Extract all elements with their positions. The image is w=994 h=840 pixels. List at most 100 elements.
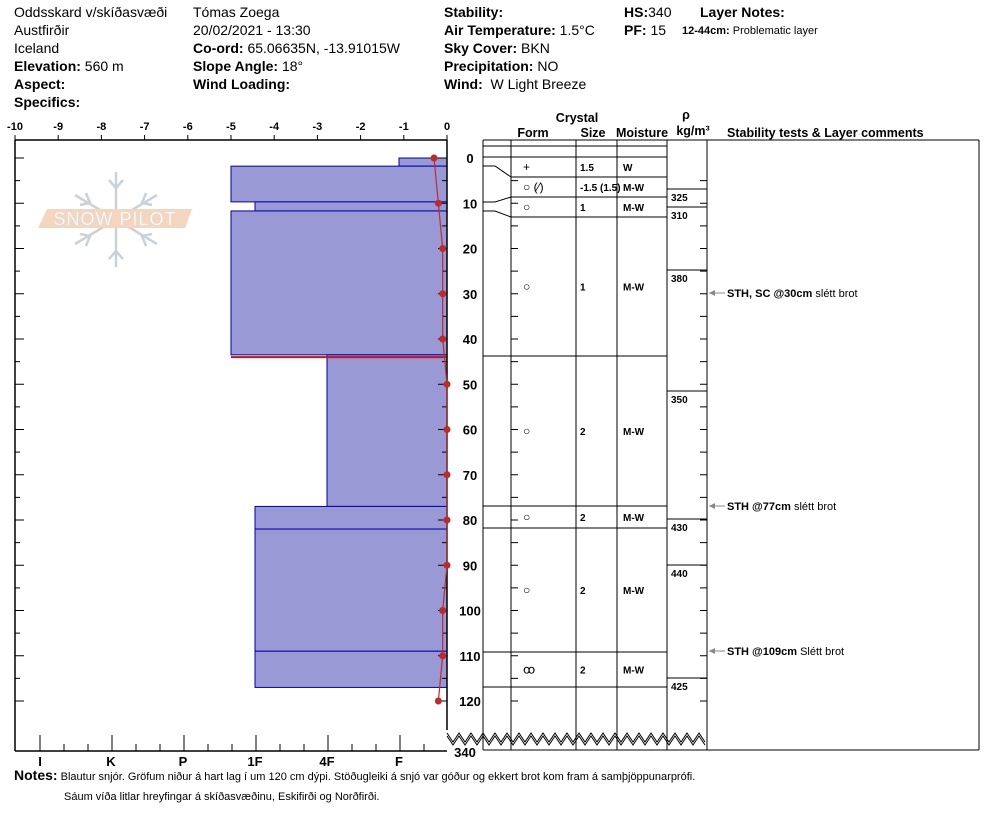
precip-value: NO xyxy=(537,58,559,74)
depth-label: 90 xyxy=(463,558,477,573)
depth-label: 80 xyxy=(463,513,477,528)
temp-tick-label: -9 xyxy=(53,121,63,133)
slope-value: 18° xyxy=(281,58,304,74)
comment-text: slétt brot xyxy=(794,501,836,513)
density-value: 310 xyxy=(671,211,688,222)
notes-line-2: Sáum víða litlar hreyfingar á skíðasvæði… xyxy=(64,791,380,803)
air-temp-value: 1.5°C xyxy=(559,22,595,38)
crystal-form: ○ xyxy=(523,424,530,438)
stability-test: STH @109cm xyxy=(727,646,800,658)
depth-break-zigzag xyxy=(446,735,706,746)
depth-label: 70 xyxy=(463,468,477,483)
moisture: M-W xyxy=(623,586,645,597)
precip-label: Precipitation: xyxy=(444,58,534,74)
comment-arrow-icon xyxy=(709,503,715,509)
density-value: 350 xyxy=(671,395,688,406)
hardness-label: 4F xyxy=(319,754,334,769)
header-size: Size xyxy=(580,126,605,140)
header-comments: Stability tests & Layer comments xyxy=(727,126,924,140)
temperature-point xyxy=(443,426,451,433)
moisture: M-W xyxy=(623,513,645,524)
country: Iceland xyxy=(14,40,60,56)
sky-value: BKN xyxy=(521,40,550,56)
depth-label: 100 xyxy=(459,604,481,619)
temperature-point xyxy=(430,154,438,162)
temp-tick-label: -10 xyxy=(7,121,23,133)
temperature-point xyxy=(443,471,451,479)
crystal-size: 2 xyxy=(580,586,586,597)
moisture: M-W xyxy=(623,427,645,438)
wind-value: W Light Breeze xyxy=(490,76,587,92)
table-headers: Crystal Form Size Moisture ρ kg/m³ Stabi… xyxy=(517,108,923,140)
comment-arrow-icon xyxy=(709,648,715,654)
comment-text: Slétt brot xyxy=(800,646,844,658)
header-form: Form xyxy=(517,126,548,140)
hardness-layer-5 xyxy=(254,505,448,530)
region: Austfirðir xyxy=(14,22,70,38)
crystal-form: ○ xyxy=(523,510,530,524)
crystal-size: 1.5 xyxy=(580,163,594,174)
crystal-form: ○ (⁄) xyxy=(523,180,544,194)
temperature-point xyxy=(434,697,442,705)
hardness-layer-2 xyxy=(254,201,448,212)
temperature-point xyxy=(443,561,451,569)
header-snow-block: HS:340 PF: 15 xyxy=(624,3,671,39)
density-value: 440 xyxy=(671,569,688,580)
moisture: M-W xyxy=(623,283,645,294)
moisture: M-W xyxy=(623,203,645,214)
hardness-layer-3 xyxy=(230,210,448,356)
hardness-layer-6 xyxy=(254,528,448,652)
depth-label: 10 xyxy=(463,196,477,211)
depth-label: 110 xyxy=(460,649,481,664)
temp-tick-label: -5 xyxy=(226,121,236,133)
location-name: Oddsskard v/skíðasvæði xyxy=(14,4,168,20)
depth-label: 120 xyxy=(459,694,481,709)
depth-label: 40 xyxy=(463,332,477,347)
stability-test: STH @77cm xyxy=(727,501,794,513)
hardness-label: 1F xyxy=(247,754,262,769)
notes-label: Notes: xyxy=(14,767,58,783)
notes: Notes: Blautur snjór. Gröfum niður á har… xyxy=(14,765,695,807)
temperature-point xyxy=(439,290,447,298)
notes-line-1: Blautur snjór. Gröfum niður á hart lag í… xyxy=(60,771,696,783)
temp-tick-label: -6 xyxy=(183,121,193,133)
stability-label: Stability: xyxy=(444,4,504,20)
moisture: W xyxy=(623,163,633,174)
layer-notes-label: Layer Notes: xyxy=(700,4,785,20)
comment-text: slétt brot xyxy=(815,288,857,300)
depth-total-label: 340 xyxy=(454,745,476,760)
temp-tick-label: -2 xyxy=(356,121,366,133)
aspect-label: Aspect: xyxy=(14,76,66,92)
density-value: 325 xyxy=(671,193,688,204)
sky-label: Sky Cover: xyxy=(444,40,518,56)
datetime: 20/02/2021 - 13:30 xyxy=(193,22,311,38)
layer-connector xyxy=(483,210,512,218)
depth-break-zigzag xyxy=(446,732,706,743)
depth-label: 0 xyxy=(466,151,473,166)
hardness-layer-0 xyxy=(398,157,448,167)
hardness-label: P xyxy=(179,754,188,769)
temperature-point xyxy=(443,380,451,388)
header-weather-block: Stability: Air Temperature: 1.5°C Sky Co… xyxy=(444,3,595,93)
temp-tick-label: -8 xyxy=(97,121,107,133)
crystal-form: ○ xyxy=(523,583,530,597)
temp-tick-label: 0 xyxy=(444,121,450,133)
logo-banner xyxy=(38,209,192,228)
layer-connector xyxy=(483,196,512,203)
pf-value: 15 xyxy=(650,22,667,38)
hardness-layer-1 xyxy=(230,165,448,203)
observer: Tómas Zoega xyxy=(193,4,280,20)
temperature-point xyxy=(439,335,447,343)
depth-label: 30 xyxy=(463,287,477,302)
layer-note: 12-44cm: Problematic layer xyxy=(682,22,818,40)
elevation-label: Elevation: xyxy=(14,58,81,74)
coord-label: Co-ord: xyxy=(193,40,244,56)
crystal-size: 2 xyxy=(580,666,586,677)
elevation: Elevation: 560 m xyxy=(14,57,167,75)
density-value: 425 xyxy=(671,682,688,693)
depth-label: 50 xyxy=(463,377,477,392)
moisture: M-W xyxy=(623,666,645,677)
hs-value: 340 xyxy=(648,4,672,20)
crystal-form: ○ xyxy=(523,280,530,294)
